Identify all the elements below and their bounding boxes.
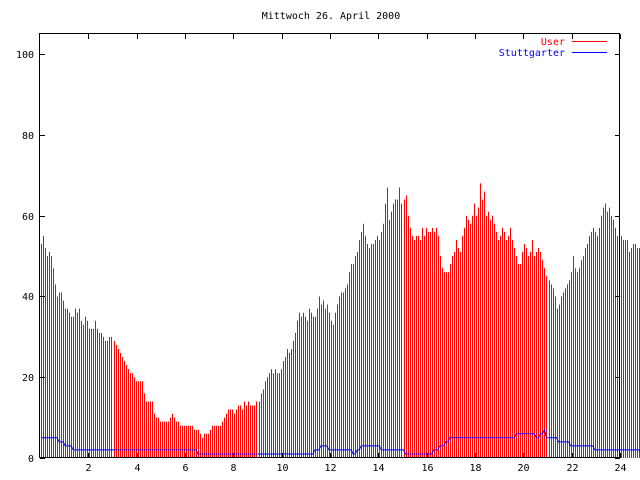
legend-label-stuttgarter: Stuttgarter bbox=[499, 48, 565, 59]
x-tick-label: 20 bbox=[517, 463, 529, 474]
x-tick-label: 4 bbox=[134, 463, 140, 474]
x-tick-label: 2 bbox=[85, 463, 91, 474]
x-tick-label: 24 bbox=[614, 463, 626, 474]
y-tick-label: 80 bbox=[22, 131, 34, 142]
x-tick-label: 14 bbox=[372, 463, 384, 474]
y-tick-label: 100 bbox=[16, 50, 34, 61]
x-tick-label: 10 bbox=[276, 463, 288, 474]
y-tick-label: 40 bbox=[22, 292, 34, 303]
legend-label-user: User bbox=[541, 37, 565, 48]
x-tick-label: 6 bbox=[182, 463, 188, 474]
x-tick-label: 12 bbox=[324, 463, 336, 474]
plot-frame bbox=[39, 33, 620, 458]
x-tick-label: 18 bbox=[469, 463, 481, 474]
y-tick-label: 20 bbox=[22, 373, 34, 384]
chart-title: Mittwoch 26. April 2000 bbox=[262, 11, 400, 22]
x-tick-label: 16 bbox=[421, 463, 433, 474]
stuttgarter-line-group bbox=[41, 428, 640, 455]
x-tick-label: 8 bbox=[230, 463, 236, 474]
user-bars bbox=[41, 183, 640, 458]
x-tick-label: 22 bbox=[566, 463, 578, 474]
stuttgarter-line bbox=[41, 428, 640, 455]
y-tick-label: 0 bbox=[28, 454, 34, 465]
y-tick-label: 60 bbox=[22, 212, 34, 223]
